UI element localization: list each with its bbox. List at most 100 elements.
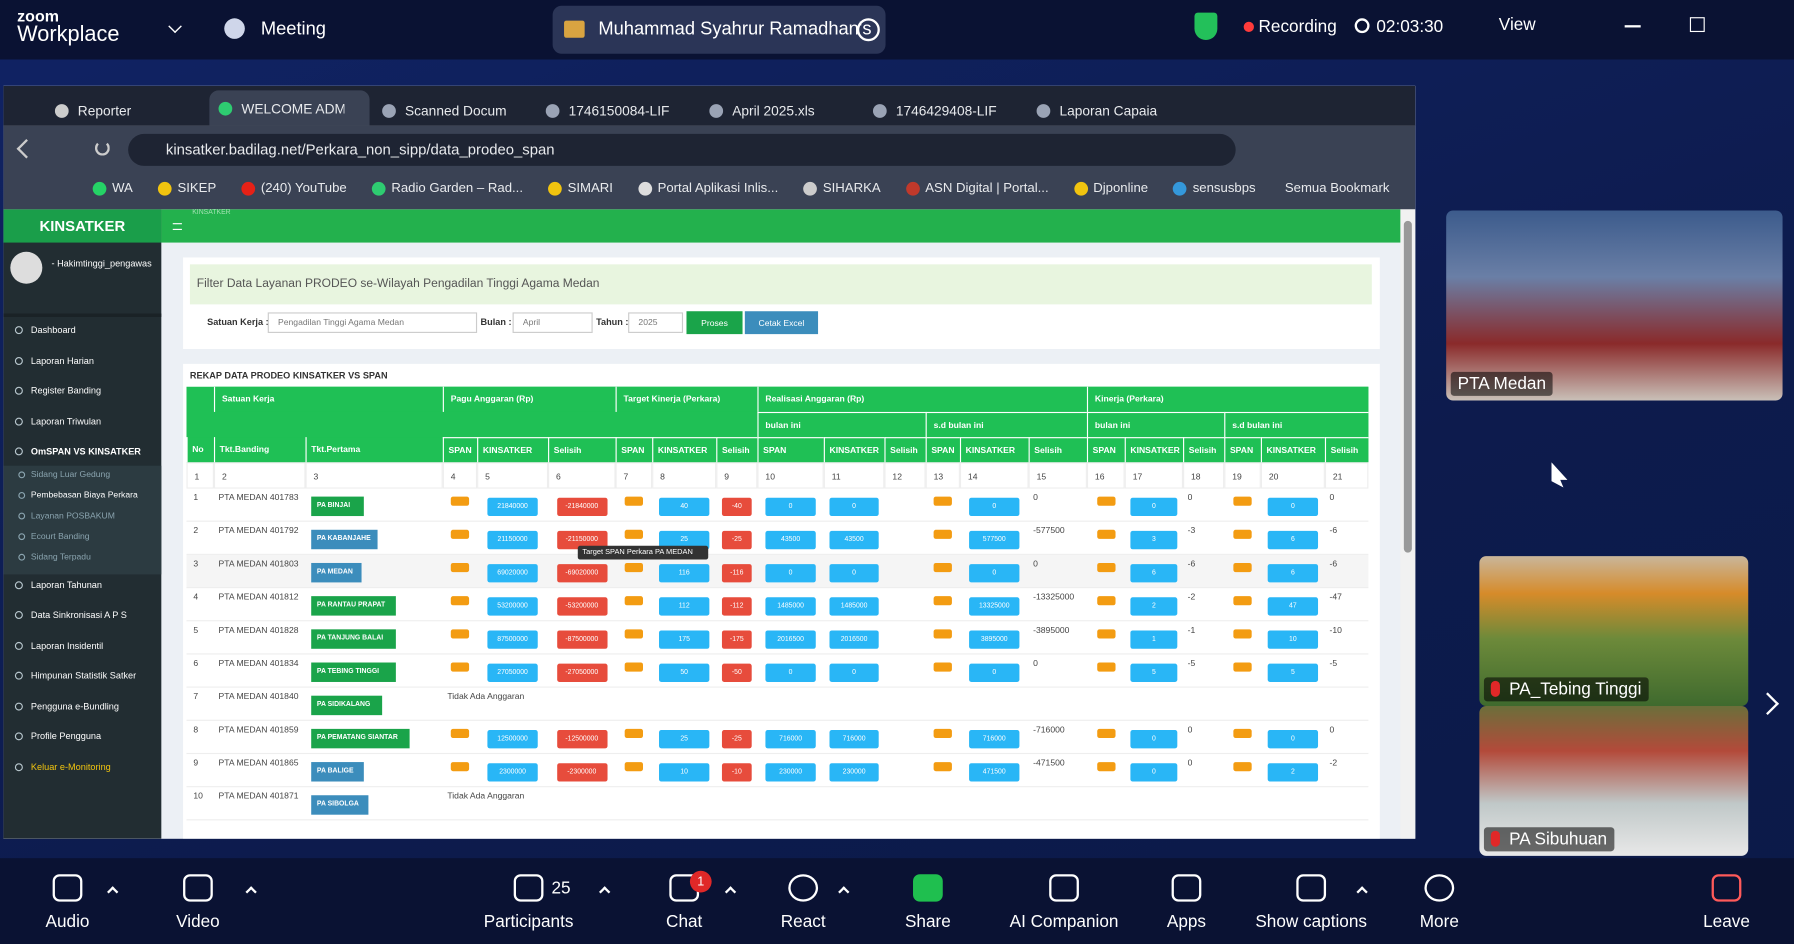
- value-text: 0: [1033, 492, 1038, 503]
- column-number: 21: [1324, 462, 1369, 489]
- span-empty: [450, 662, 470, 672]
- toolbar-button[interactable]: Chat: [616, 867, 753, 938]
- tab[interactable]: WELCOME ADM: [209, 90, 370, 126]
- toolbar-button[interactable]: Share: [859, 867, 996, 938]
- url-field[interactable]: kinsatker.badilag.net/Perkara_non_sipp/d…: [128, 133, 1236, 166]
- subgroup-header: s.d bulan ini: [1224, 411, 1369, 438]
- tkt-pertama[interactable]: PA TEBING TINGGI: [311, 662, 396, 682]
- tab-close[interactable]: [347, 97, 363, 120]
- bookmark[interactable]: Radio Garden – Rad...: [371, 181, 523, 196]
- recording-label[interactable]: Recording: [1258, 17, 1337, 37]
- all-bookmarks[interactable]: Semua Bookmark: [1284, 181, 1390, 196]
- tab[interactable]: 1746429408-LIF: [864, 93, 1024, 122]
- toolbar-button[interactable]: Leave: [1658, 867, 1794, 938]
- span-empty: [933, 562, 952, 573]
- maximize[interactable]: [1689, 17, 1705, 33]
- minimize[interactable]: [1624, 25, 1641, 28]
- tab-close[interactable]: [674, 100, 690, 123]
- tkt-pertama[interactable]: PA TANJUNG BALAI: [311, 629, 396, 649]
- video-tile[interactable]: PTA Medan: [1446, 210, 1783, 401]
- bookmark[interactable]: SIMARI: [548, 181, 613, 196]
- caret[interactable]: [599, 886, 611, 898]
- tkt-banding: PTA MEDAN 401840: [218, 691, 299, 702]
- tkt-pertama[interactable]: PA SIDIKALANG: [311, 695, 383, 716]
- bookmark[interactable]: sensusbps: [1173, 181, 1256, 196]
- tab[interactable]: 1746150084-LIF: [537, 93, 697, 122]
- cetak-button[interactable]: Cetak Excel: [744, 311, 819, 335]
- column-header: SPAN: [1086, 437, 1125, 463]
- tab-close[interactable]: [510, 100, 526, 123]
- toolbar-button[interactable]: More: [1371, 867, 1508, 938]
- span-empty: [933, 629, 952, 639]
- tkt-pertama[interactable]: PA MEDAN: [311, 562, 362, 583]
- tkt-pertama[interactable]: PA SIBOLGA: [311, 795, 369, 815]
- submenu-item[interactable]: Pembebasan Biaya Perkara: [30, 489, 138, 500]
- menu-item[interactable]: Laporan Insidentil: [30, 640, 104, 651]
- tab-close[interactable]: [183, 100, 199, 123]
- bookmark[interactable]: Djponline: [1073, 181, 1148, 196]
- video-tile[interactable]: PA_Tebing Tinggi: [1479, 556, 1749, 706]
- next-arrow[interactable]: [1756, 692, 1780, 716]
- tab-close[interactable]: [1001, 100, 1017, 123]
- tkt-pertama[interactable]: PA PEMATANG SIANTAR: [311, 728, 410, 749]
- bookmark[interactable]: Portal Aplikasi Inlis...: [638, 181, 778, 196]
- value-box: 0: [1267, 497, 1319, 517]
- menu-item[interactable]: Laporan Triwulan: [30, 415, 102, 427]
- menu-item[interactable]: Laporan Harian: [30, 355, 94, 366]
- logo-menu[interactable]: [168, 19, 182, 34]
- meeting-title[interactable]: Muhammad Syahrur Ramadhan's: [552, 5, 886, 54]
- proses-button[interactable]: Proses: [686, 311, 743, 335]
- bookmark[interactable]: (240) YouTube: [241, 181, 347, 196]
- tab[interactable]: April 2025.xls: [700, 93, 860, 122]
- menu-item[interactable]: Himpunan Statistik Satker: [30, 670, 137, 681]
- toolbar-button[interactable]: Audio: [0, 867, 136, 938]
- toolbar-icon: [1296, 874, 1327, 902]
- back[interactable]: [16, 139, 37, 159]
- toolbar-button[interactable]: AI Companion: [995, 867, 1132, 938]
- value-text: -577500: [1033, 525, 1065, 536]
- meeting-label[interactable]: Meeting: [260, 19, 326, 39]
- column-number: 16: [1086, 462, 1125, 489]
- tkt-pertama[interactable]: PA BALIGE: [311, 762, 364, 782]
- bookmark[interactable]: WA: [92, 181, 133, 196]
- submenu-item[interactable]: Sidang Luar Gedung: [30, 468, 111, 479]
- close[interactable]: [1754, 14, 1772, 37]
- view-button[interactable]: View: [1498, 14, 1536, 35]
- video-tile[interactable]: PA Sibuhuan: [1479, 705, 1749, 856]
- toolbar-button[interactable]: Show captions: [1243, 867, 1380, 938]
- row-note: Tidak Ada Anggaran: [447, 790, 525, 801]
- menu-item[interactable]: OmSPAN VS KINSATKER: [30, 446, 141, 457]
- table-row: [186, 621, 1369, 655]
- toolbar-button[interactable]: Apps: [1118, 867, 1255, 938]
- tab[interactable]: Scanned Docum: [373, 93, 533, 122]
- bookmark[interactable]: SIKEP: [158, 181, 216, 196]
- menu-item[interactable]: Profile Pengguna: [30, 731, 102, 742]
- tahun-select[interactable]: 2025: [628, 312, 684, 333]
- menu-item[interactable]: Laporan Tahunan: [30, 579, 102, 590]
- menu-item[interactable]: Register Banding: [30, 385, 102, 396]
- reload[interactable]: [94, 140, 110, 156]
- satker-select[interactable]: Pengadilan Tinggi Agama Medan: [267, 312, 478, 333]
- submenu-item[interactable]: Ecourt Banding: [30, 530, 90, 541]
- tab-close[interactable]: [838, 100, 854, 123]
- tab-close[interactable]: [1165, 100, 1181, 123]
- bookmark[interactable]: ASN Digital | Portal...: [905, 181, 1049, 196]
- toolbar-button[interactable]: Video: [129, 867, 266, 938]
- tab[interactable]: Reporter: [46, 93, 206, 122]
- bookmark-icon: [638, 181, 652, 196]
- toolbar-button[interactable]: Participants: [460, 867, 597, 938]
- tkt-pertama[interactable]: PA BINJAI: [311, 496, 364, 517]
- submenu-item[interactable]: Sidang Terpadu: [30, 550, 91, 562]
- tab[interactable]: Laporan Capaia: [1027, 93, 1187, 122]
- hamburger[interactable]: [172, 223, 182, 230]
- menu-item[interactable]: Keluar e-Monitoring: [30, 761, 111, 772]
- tkt-pertama[interactable]: PA RANTAU PRAPAT: [311, 596, 396, 616]
- menu-item[interactable]: Pengguna e-Bundling: [30, 700, 119, 712]
- tkt-pertama[interactable]: PA KABANJAHE: [311, 529, 378, 550]
- submenu-item[interactable]: Layanan POSBAKUM: [30, 509, 115, 521]
- toolbar-button[interactable]: React: [735, 867, 872, 938]
- bulan-select[interactable]: April: [512, 312, 593, 333]
- bookmark[interactable]: SIHARKA: [803, 181, 881, 196]
- menu-item[interactable]: Data Sinkronisasi A P S: [30, 609, 127, 621]
- menu-item[interactable]: Dashboard: [30, 324, 76, 336]
